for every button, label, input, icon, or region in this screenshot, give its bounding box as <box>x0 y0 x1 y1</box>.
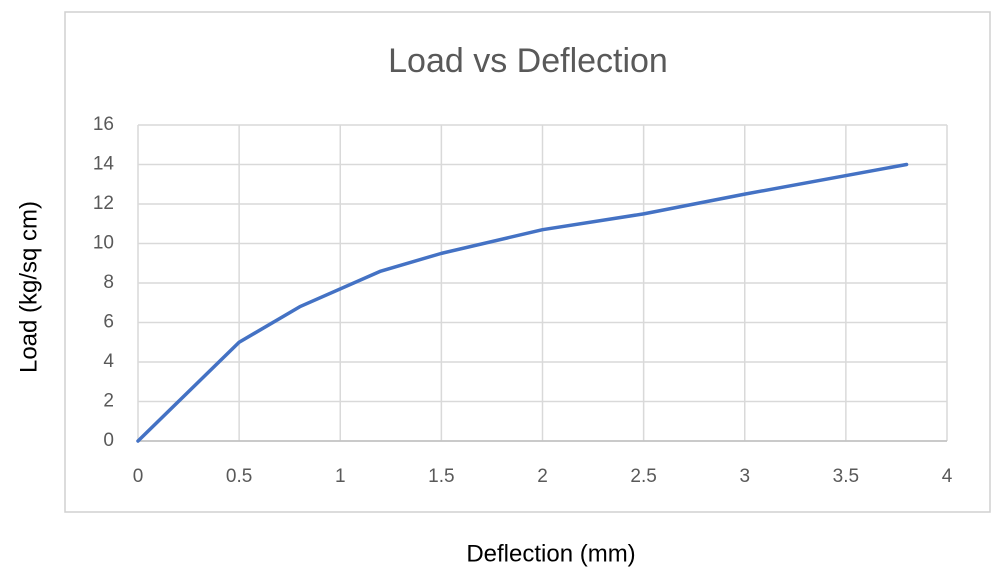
chart-frame <box>64 11 991 513</box>
y-tick-label: 0 <box>103 430 114 451</box>
y-tick-label: 14 <box>93 154 115 175</box>
y-tick-label: 8 <box>103 272 114 293</box>
x-tick-label: 2.5 <box>630 466 656 487</box>
x-tick-label: 0.5 <box>226 466 252 487</box>
x-tick-label: 4 <box>942 466 953 487</box>
y-axis-label: Load (kg/sq cm) <box>15 201 42 373</box>
data-line <box>136 162 909 443</box>
y-tick-label: 2 <box>103 391 114 412</box>
x-tick-label: 3.5 <box>833 466 859 487</box>
y-tick-label: 10 <box>93 233 114 254</box>
chart-title: Load vs Deflection <box>388 42 668 80</box>
x-tick-label: 0 <box>133 466 144 487</box>
x-tick-label: 3 <box>739 466 750 487</box>
y-tick-label: 4 <box>103 351 114 372</box>
x-tick-label: 1 <box>335 466 346 487</box>
x-axis-label: Deflection (mm) <box>466 540 635 567</box>
y-tick-label: 16 <box>93 114 114 135</box>
x-tick-label: 2 <box>537 466 548 487</box>
x-tick-label: 1.5 <box>428 466 454 487</box>
y-tick-label: 6 <box>103 312 114 333</box>
y-tick-label: 12 <box>93 193 114 214</box>
